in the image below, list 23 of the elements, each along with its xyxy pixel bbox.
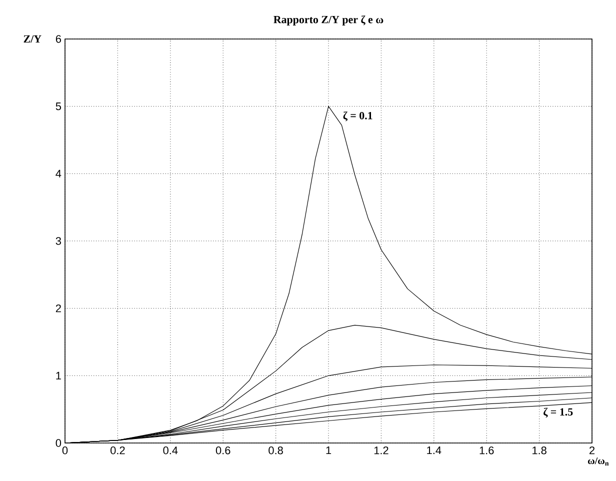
y-tick-label: 0: [56, 439, 62, 447]
annotation: ζ = 1.5: [544, 408, 573, 418]
y-tick-label: 2: [56, 304, 61, 312]
y-tick-label: 4: [56, 170, 62, 178]
x-tick-label: 0.8: [268, 446, 283, 454]
x-tick-label: 1.4: [427, 446, 442, 454]
x-tick-label: 1.8: [532, 446, 546, 454]
annotation: ζ = 0.1: [343, 112, 372, 122]
y-tick-label: 6: [56, 35, 61, 43]
x-axis-title: ω/ω$_{n}$: [588, 457, 609, 466]
y-tick-label: 1: [56, 372, 61, 380]
x-tick-label: 0.2: [110, 446, 125, 454]
x-tick-label: 1: [326, 446, 332, 454]
x-tick-label: 2: [590, 446, 595, 454]
x-tick-label: 0.4: [163, 446, 178, 454]
chart-title: Rapporto Z/Y per ζ e ω: [274, 15, 384, 26]
x-tick-label: 0.6: [216, 446, 230, 454]
x-tick-label: 1.6: [480, 446, 494, 454]
x-tick-label: 1.2: [374, 446, 388, 454]
y-tick-label: 5: [56, 102, 62, 110]
x-tick-label: 0: [62, 446, 68, 454]
y-axis-title: Z/Y: [24, 35, 42, 43]
y-tick-label: 3: [56, 237, 61, 245]
